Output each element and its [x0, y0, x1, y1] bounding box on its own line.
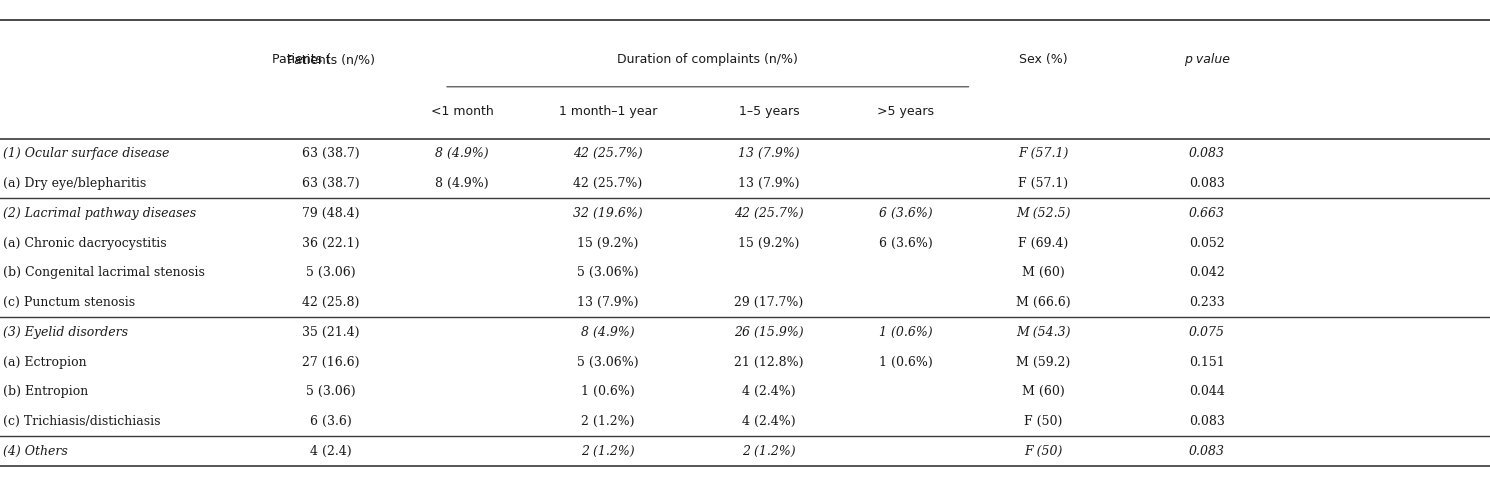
- Text: M (66.6): M (66.6): [1016, 296, 1070, 309]
- Text: 42 (25.7%): 42 (25.7%): [574, 147, 642, 160]
- Text: 5 (3.06): 5 (3.06): [305, 385, 356, 398]
- Text: M (60): M (60): [1022, 266, 1064, 279]
- Text: 29 (17.7%): 29 (17.7%): [735, 296, 803, 309]
- Text: <1 month: <1 month: [431, 105, 493, 118]
- Text: 1 (0.6%): 1 (0.6%): [879, 356, 933, 369]
- Text: F (57.1): F (57.1): [1018, 177, 1068, 190]
- Text: 0.151: 0.151: [1189, 356, 1225, 369]
- Text: 4 (2.4%): 4 (2.4%): [742, 415, 796, 428]
- Text: 0.083: 0.083: [1189, 177, 1225, 190]
- Text: 13 (7.9%): 13 (7.9%): [738, 177, 800, 190]
- Text: 0.663: 0.663: [1189, 207, 1225, 220]
- Text: 13 (7.9%): 13 (7.9%): [577, 296, 639, 309]
- Text: F (69.4): F (69.4): [1018, 237, 1068, 249]
- Text: 0.233: 0.233: [1189, 296, 1225, 309]
- Text: Patients (: Patients (: [271, 53, 331, 66]
- Text: 1 month–1 year: 1 month–1 year: [559, 105, 657, 118]
- Text: 42 (25.7%): 42 (25.7%): [574, 177, 642, 190]
- Text: 0.042: 0.042: [1189, 266, 1225, 279]
- Text: 5 (3.06): 5 (3.06): [305, 266, 356, 279]
- Text: p value: p value: [1185, 53, 1229, 66]
- Text: 8 (4.9%): 8 (4.9%): [581, 326, 635, 339]
- Text: (a) Ectropion: (a) Ectropion: [3, 356, 86, 369]
- Text: 13 (7.9%): 13 (7.9%): [738, 147, 800, 160]
- Text: F (50): F (50): [1024, 415, 1062, 428]
- Text: 1 (0.6%): 1 (0.6%): [879, 326, 933, 339]
- Text: (b) Entropion: (b) Entropion: [3, 385, 88, 398]
- Text: >5 years: >5 years: [878, 105, 934, 118]
- Text: 5 (3.06%): 5 (3.06%): [577, 266, 639, 279]
- Text: Duration of complaints (⁠n/⁠%): Duration of complaints (⁠n/⁠%): [617, 53, 799, 66]
- Text: F (50): F (50): [1024, 445, 1062, 458]
- Text: M (59.2): M (59.2): [1016, 356, 1070, 369]
- Text: 0.083: 0.083: [1189, 415, 1225, 428]
- Text: 2 (1.2%): 2 (1.2%): [581, 445, 635, 458]
- Text: 15 (9.2%): 15 (9.2%): [738, 237, 800, 249]
- Text: 63 (38.7): 63 (38.7): [302, 147, 359, 160]
- Text: 42 (25.7%): 42 (25.7%): [735, 207, 803, 220]
- Text: 26 (15.9%): 26 (15.9%): [735, 326, 803, 339]
- Text: 79 (48.4): 79 (48.4): [302, 207, 359, 220]
- Text: M (52.5): M (52.5): [1016, 207, 1070, 220]
- Text: 15 (9.2%): 15 (9.2%): [577, 237, 639, 249]
- Text: (c) Trichiasis/distichiasis: (c) Trichiasis/distichiasis: [3, 415, 161, 428]
- Text: (b) Congenital lacrimal stenosis: (b) Congenital lacrimal stenosis: [3, 266, 204, 279]
- Text: 0.075: 0.075: [1189, 326, 1225, 339]
- Text: (1) Ocular surface disease: (1) Ocular surface disease: [3, 147, 170, 160]
- Text: 1–5 years: 1–5 years: [739, 105, 799, 118]
- Text: 0.083: 0.083: [1189, 445, 1225, 458]
- Text: (2) Lacrimal pathway diseases: (2) Lacrimal pathway diseases: [3, 207, 197, 220]
- Text: 36 (22.1): 36 (22.1): [302, 237, 359, 249]
- Text: 42 (25.8): 42 (25.8): [302, 296, 359, 309]
- Text: 6 (3.6%): 6 (3.6%): [879, 207, 933, 220]
- Text: Patients (⁠n/⁠%): Patients (⁠n/⁠%): [286, 53, 375, 66]
- Text: 35 (21.4): 35 (21.4): [302, 326, 359, 339]
- Text: 0.044: 0.044: [1189, 385, 1225, 398]
- Text: (3) Eyelid disorders: (3) Eyelid disorders: [3, 326, 128, 339]
- Text: 2 (1.2%): 2 (1.2%): [742, 445, 796, 458]
- Text: (a) Dry eye/blepharitis: (a) Dry eye/blepharitis: [3, 177, 146, 190]
- Text: 6 (3.6%): 6 (3.6%): [879, 237, 933, 249]
- Text: 6 (3.6): 6 (3.6): [310, 415, 352, 428]
- Text: 4 (2.4): 4 (2.4): [310, 445, 352, 458]
- Text: Sex (%): Sex (%): [1019, 53, 1067, 66]
- Text: (4) Others: (4) Others: [3, 445, 67, 458]
- Text: 5 (3.06%): 5 (3.06%): [577, 356, 639, 369]
- Text: 21 (12.8%): 21 (12.8%): [735, 356, 803, 369]
- Text: 27 (16.6): 27 (16.6): [302, 356, 359, 369]
- Text: 4 (2.4%): 4 (2.4%): [742, 385, 796, 398]
- Text: 2 (1.2%): 2 (1.2%): [581, 415, 635, 428]
- Text: (c) Punctum stenosis: (c) Punctum stenosis: [3, 296, 136, 309]
- Text: M (54.3): M (54.3): [1016, 326, 1070, 339]
- Text: 1 (0.6%): 1 (0.6%): [581, 385, 635, 398]
- Text: M (60): M (60): [1022, 385, 1064, 398]
- Text: 32 (19.6%): 32 (19.6%): [574, 207, 642, 220]
- Text: 63 (38.7): 63 (38.7): [302, 177, 359, 190]
- Text: (a) Chronic dacryocystitis: (a) Chronic dacryocystitis: [3, 237, 167, 249]
- Text: F (57.1): F (57.1): [1018, 147, 1068, 160]
- Text: 8 (4.9%): 8 (4.9%): [435, 147, 489, 160]
- Text: 8 (4.9%): 8 (4.9%): [435, 177, 489, 190]
- Text: 0.083: 0.083: [1189, 147, 1225, 160]
- Text: 0.052: 0.052: [1189, 237, 1225, 249]
